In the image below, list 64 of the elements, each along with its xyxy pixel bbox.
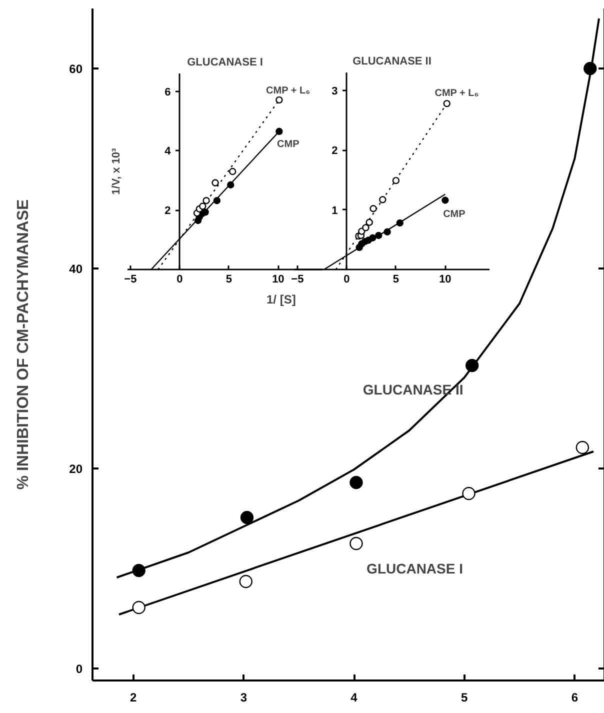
point xyxy=(370,205,377,212)
point xyxy=(199,202,206,210)
point xyxy=(228,168,236,176)
x-tick-label: 4 xyxy=(350,690,358,704)
x-tick-label: 0 xyxy=(176,274,183,286)
y-tick-label: 6 xyxy=(164,86,171,98)
y-tick-label: 40 xyxy=(69,262,83,276)
x-axis-title: 1/ [S] xyxy=(266,292,296,306)
point xyxy=(276,96,283,104)
chart-title: GLUCANASE II xyxy=(352,56,432,68)
point xyxy=(350,536,363,550)
point xyxy=(392,176,400,184)
x-tick-label: 3 xyxy=(240,690,248,704)
point xyxy=(362,224,370,232)
x-tick-label: 6 xyxy=(571,690,578,704)
point xyxy=(379,196,386,204)
point xyxy=(375,232,382,240)
point xyxy=(213,197,221,204)
y-tick-label: 20 xyxy=(69,462,83,476)
point xyxy=(202,208,209,216)
point xyxy=(366,218,373,226)
y-axis-title: % INHIBITION OF CM-PACHYMANASE xyxy=(15,198,32,490)
y-tick-label: 2 xyxy=(164,205,171,218)
y-tick-label: 4 xyxy=(164,146,172,158)
chart-title: GLUCANASE I xyxy=(187,56,263,68)
x-tick-label: −5 xyxy=(291,274,304,286)
y-tick-label: 0 xyxy=(76,662,83,676)
point xyxy=(462,486,476,500)
y-tick-label: 1 xyxy=(332,204,338,217)
x-tick-label: 10 xyxy=(439,274,452,286)
point xyxy=(227,181,234,188)
point xyxy=(384,228,391,236)
x-tick-label: 5 xyxy=(226,274,232,286)
series-label: CMP xyxy=(277,138,300,150)
y-axis-title: 1/V, x 10³ xyxy=(110,148,122,195)
series-label: CMP + L₆ xyxy=(434,88,479,100)
x-tick-label: 5 xyxy=(461,690,468,704)
series-label: CMP xyxy=(443,208,466,220)
y-tick-label: 60 xyxy=(69,62,83,76)
y-tick-label: 2 xyxy=(332,145,338,158)
series-label: GLUCANASE II xyxy=(362,382,464,398)
point xyxy=(202,197,210,204)
point xyxy=(132,564,146,578)
point xyxy=(584,62,597,76)
point xyxy=(576,440,590,454)
y-tick-label: 3 xyxy=(332,85,338,98)
series-label: GLUCANASE I xyxy=(366,560,464,576)
point xyxy=(239,574,252,588)
x-tick-label: 10 xyxy=(272,274,284,286)
point xyxy=(132,600,146,614)
point xyxy=(396,219,404,227)
x-tick-label: 0 xyxy=(344,274,350,286)
point xyxy=(443,100,450,108)
x-tick-label: 2 xyxy=(130,690,137,704)
point xyxy=(276,128,283,136)
x-tick-label: 5 xyxy=(392,274,400,286)
point xyxy=(240,510,254,524)
point xyxy=(350,476,363,490)
point xyxy=(369,234,376,242)
x-tick-label: −5 xyxy=(124,274,137,286)
point xyxy=(442,196,449,204)
point xyxy=(212,179,219,186)
point xyxy=(465,358,479,372)
series-label: CMP + L₆ xyxy=(266,85,310,96)
